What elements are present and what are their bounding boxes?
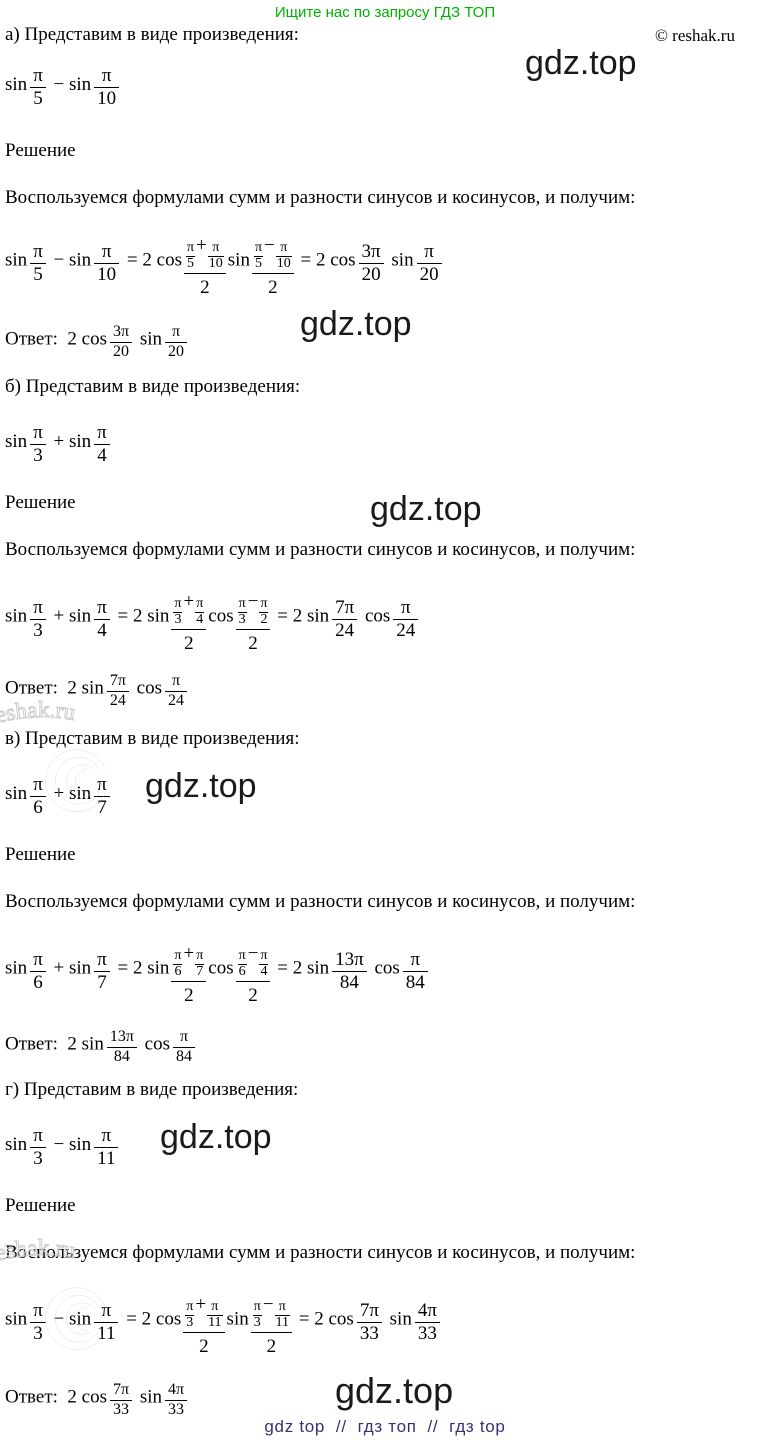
svg-text:reshak.ru: reshak.ru [0,1235,78,1268]
svg-text:reshak.ru: reshak.ru [0,697,78,730]
